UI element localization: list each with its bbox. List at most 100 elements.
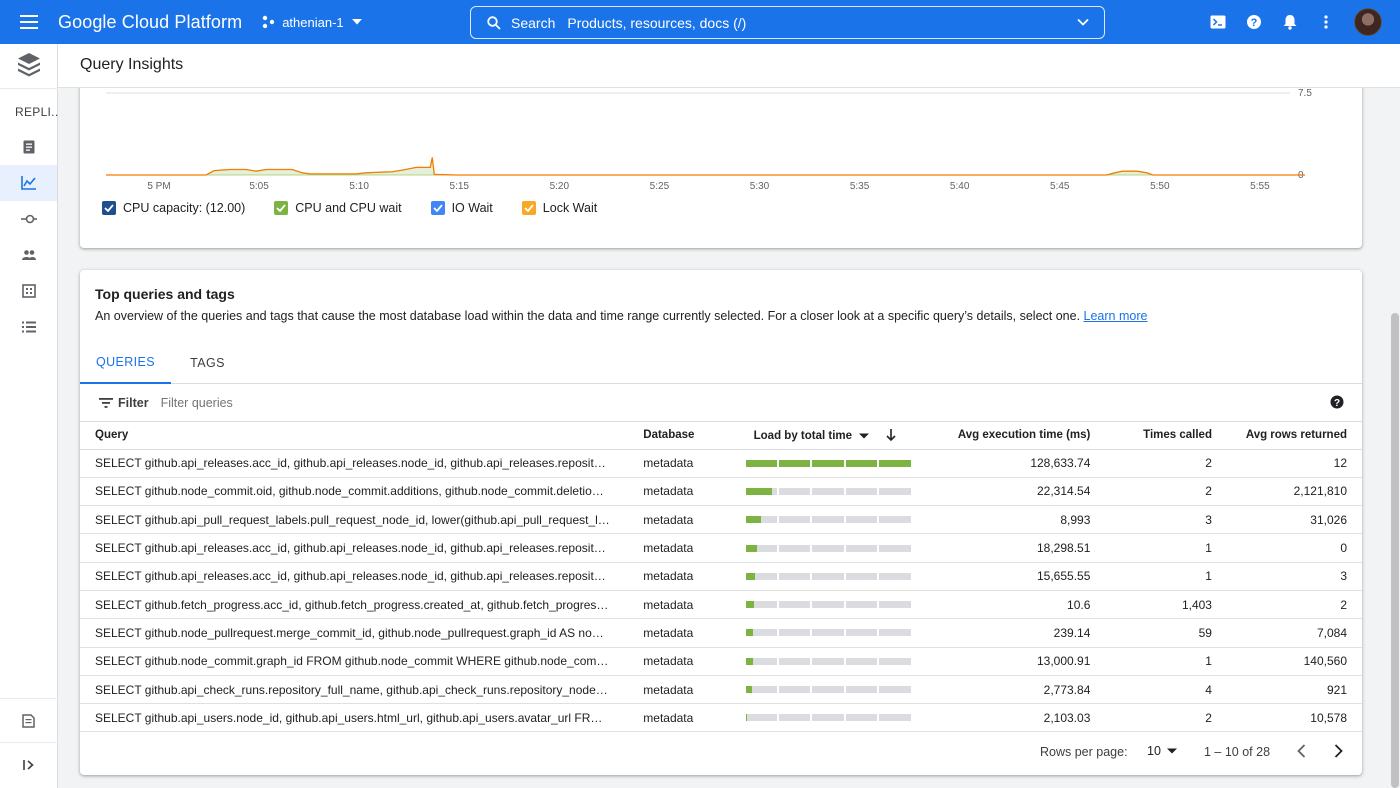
check-icon xyxy=(432,204,443,212)
avg-rows-cell: 7,084 xyxy=(1211,618,1362,648)
database-cell: metadata xyxy=(629,675,731,705)
table-row[interactable]: SELECT github.api_releases.acc_id, githu… xyxy=(80,449,1362,478)
column-header-load[interactable]: Load by total time xyxy=(730,422,924,450)
avg-execution-cell: 2,773.84 xyxy=(923,675,1091,705)
help-icon[interactable]: ? xyxy=(1236,4,1272,40)
filter-icon[interactable] xyxy=(99,397,113,408)
query-cell: SELECT github.node_commit.oid, github.no… xyxy=(80,477,630,507)
table-row[interactable]: SELECT github.node_commit.oid, github.no… xyxy=(80,477,1362,507)
query-text[interactable]: SELECT github.fetch_progress.acc_id, git… xyxy=(95,597,610,612)
legend-item[interactable]: Lock Wait xyxy=(521,201,597,215)
svg-text:?: ? xyxy=(1251,17,1258,29)
checkbox[interactable] xyxy=(430,201,445,215)
x-tick-label: 5 PM xyxy=(147,181,170,192)
expand-icon[interactable] xyxy=(0,747,57,783)
legend-item[interactable]: CPU capacity: (12.00) xyxy=(102,201,245,215)
cloud-shell-icon[interactable] xyxy=(1200,4,1236,40)
query-cell: SELECT github.fetch_progress.acc_id, git… xyxy=(80,590,630,620)
previous-page-icon[interactable] xyxy=(1292,741,1312,764)
x-tick-label: 5:35 xyxy=(850,181,870,192)
checkbox[interactable] xyxy=(274,201,289,215)
checkbox[interactable] xyxy=(521,201,536,215)
query-text[interactable]: SELECT github.node_commit.graph_id FROM … xyxy=(95,654,610,669)
query-text[interactable]: SELECT github.node_commit.oid, github.no… xyxy=(95,484,610,499)
x-tick-label: 5:45 xyxy=(1050,181,1070,192)
query-text[interactable]: SELECT github.api_pull_request_labels.pu… xyxy=(95,512,610,527)
load-header-label: Load by total time xyxy=(753,429,853,442)
avg-rows-cell: 921 xyxy=(1211,675,1362,705)
table-row[interactable]: SELECT github.api_pull_request_labels.pu… xyxy=(80,505,1362,535)
release-notes-icon[interactable] xyxy=(0,703,57,739)
column-header-avg-execution[interactable]: Avg execution time (ms) xyxy=(923,422,1091,450)
times-called-cell: 4 xyxy=(1090,675,1212,705)
query-text[interactable]: SELECT github.api_releases.acc_id, githu… xyxy=(95,569,610,584)
search-bar[interactable]: Search Products, resources, docs (/) xyxy=(470,6,1105,39)
connections-icon[interactable] xyxy=(0,201,57,237)
product-name[interactable]: Google Cloud Platform xyxy=(58,11,243,32)
table-row[interactable]: SELECT github.api_users.node_id, github.… xyxy=(80,703,1362,733)
x-tick-label: 5:30 xyxy=(750,181,770,192)
query-text[interactable]: SELECT github.api_users.node_id, github.… xyxy=(95,710,610,725)
tab-queries[interactable]: QUERIES xyxy=(80,342,171,384)
query-text[interactable]: SELECT github.api_check_runs.repository_… xyxy=(95,682,610,697)
caret-down-icon[interactable] xyxy=(859,433,870,439)
check-icon xyxy=(104,204,114,212)
avg-rows-cell: 3 xyxy=(1211,562,1362,591)
table-row[interactable]: SELECT github.api_check_runs.repository_… xyxy=(80,675,1362,705)
x-tick-label: 5:20 xyxy=(550,181,570,192)
table-row[interactable]: SELECT github.node_commit.graph_id FROM … xyxy=(80,647,1362,676)
load-bar xyxy=(745,544,911,552)
page-scrollbar[interactable] xyxy=(1389,88,1400,788)
query-text[interactable]: SELECT github.api_releases.acc_id, githu… xyxy=(95,541,610,556)
databases-icon[interactable] xyxy=(0,273,57,309)
tab-tags[interactable]: TAGS xyxy=(190,356,225,370)
load-cell xyxy=(730,647,924,676)
menu-icon[interactable] xyxy=(0,0,58,44)
avg-rows-cell: 12 xyxy=(1211,449,1362,478)
filter-label: Filter xyxy=(118,395,149,410)
scrollbar-thumb[interactable] xyxy=(1391,313,1399,788)
filter-input[interactable] xyxy=(160,395,461,410)
query-insights-icon[interactable] xyxy=(0,165,57,201)
avatar[interactable] xyxy=(1354,8,1382,36)
load-bar xyxy=(745,714,911,722)
load-bar xyxy=(745,686,911,694)
query-text[interactable]: SELECT github.node_pullrequest.merge_com… xyxy=(95,625,610,640)
learn-more-link[interactable]: Learn more xyxy=(1083,309,1148,323)
avg-rows-cell: 0 xyxy=(1211,533,1362,563)
checkbox[interactable] xyxy=(102,201,116,215)
database-stack-icon[interactable] xyxy=(17,52,41,78)
chevron-down-icon[interactable] xyxy=(1076,15,1090,29)
legend-item[interactable]: CPU and CPU wait xyxy=(274,201,402,215)
database-cell: metadata xyxy=(629,505,731,535)
tab-bar: QUERIES TAGS xyxy=(80,342,1362,384)
x-tick-label: 5:50 xyxy=(1150,181,1170,192)
next-page-icon[interactable] xyxy=(1328,741,1348,764)
load-cell xyxy=(730,562,924,591)
more-vert-icon[interactable] xyxy=(1308,4,1344,40)
x-tick-label: 5:25 xyxy=(650,181,670,192)
table-row[interactable]: SELECT github.api_releases.acc_id, githu… xyxy=(80,533,1362,563)
avg-execution-cell: 10.6 xyxy=(923,590,1091,620)
sort-descending-icon[interactable] xyxy=(886,428,897,441)
database-cell: metadata xyxy=(629,562,731,591)
avg-execution-cell: 2,103.03 xyxy=(923,703,1091,733)
caret-down-icon xyxy=(1166,748,1177,754)
help-icon[interactable]: ? xyxy=(1330,395,1344,412)
table-row[interactable]: SELECT github.node_pullrequest.merge_com… xyxy=(80,618,1362,648)
avg-execution-cell: 128,633.74 xyxy=(923,449,1091,478)
legend-item[interactable]: IO Wait xyxy=(430,201,493,215)
query-text[interactable]: SELECT github.api_releases.acc_id, githu… xyxy=(95,456,610,471)
column-header-query[interactable]: Query xyxy=(80,422,630,450)
column-header-times-called[interactable]: Times called xyxy=(1090,422,1212,450)
overview-icon[interactable] xyxy=(0,129,57,165)
notifications-icon[interactable] xyxy=(1272,4,1308,40)
project-selector[interactable]: athenian-1 xyxy=(262,15,362,30)
rows-per-page-select[interactable]: 10 xyxy=(1147,744,1177,758)
table-row[interactable]: SELECT github.api_releases.acc_id, githu… xyxy=(80,562,1362,591)
operations-icon[interactable] xyxy=(0,309,57,345)
users-icon[interactable] xyxy=(0,237,57,273)
table-row[interactable]: SELECT github.fetch_progress.acc_id, git… xyxy=(80,590,1362,620)
column-header-database[interactable]: Database xyxy=(629,422,731,450)
column-header-avg-rows[interactable]: Avg rows returned xyxy=(1211,422,1362,450)
